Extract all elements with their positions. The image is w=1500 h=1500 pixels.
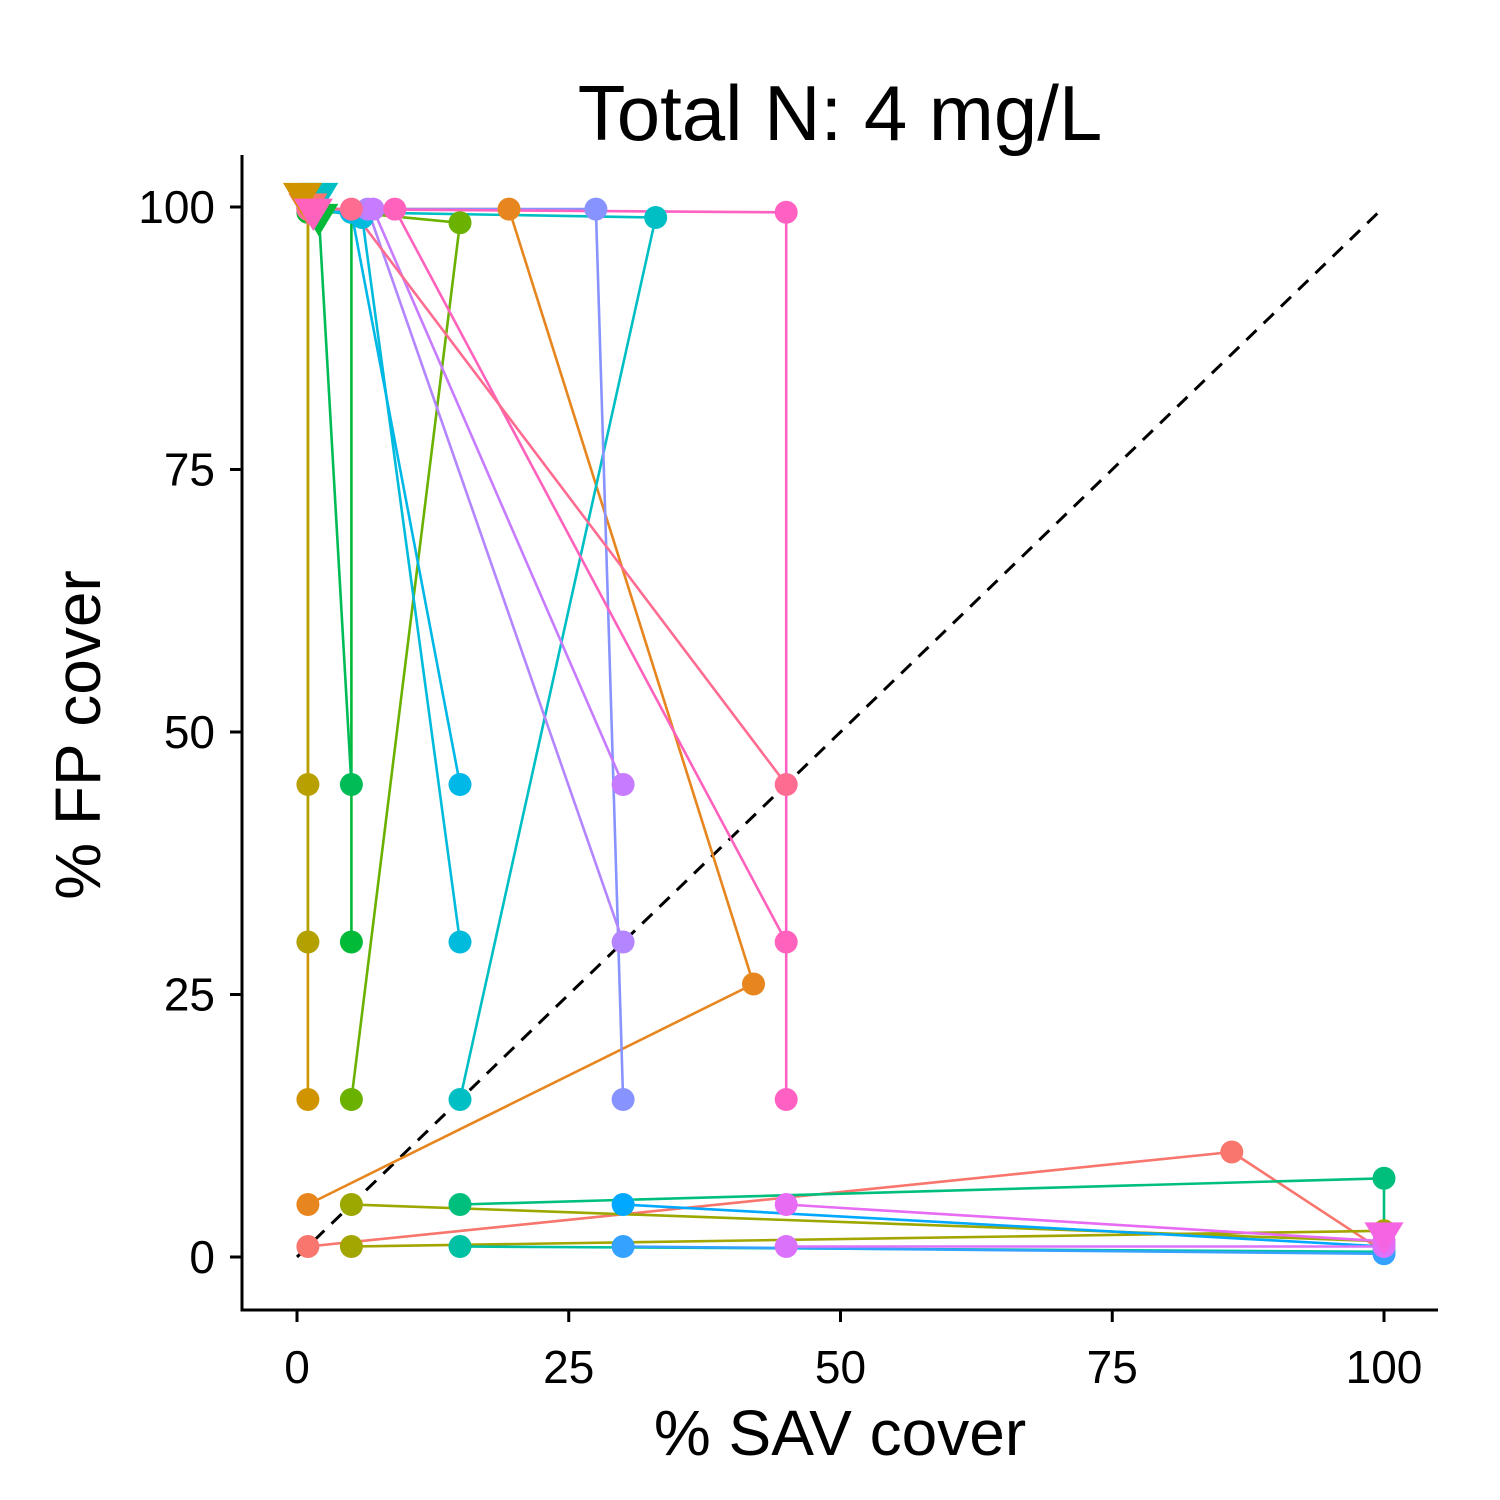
series-23-point-2	[774, 200, 798, 224]
series-7-point-1	[339, 1193, 363, 1216]
series-15-point-1	[448, 773, 472, 796]
y-tick-label: 75	[164, 444, 215, 496]
series-12-point-1	[448, 1235, 472, 1258]
series-24-point-2	[383, 197, 407, 221]
series-line-20	[307, 207, 625, 786]
y-tick-label: 0	[189, 1231, 215, 1283]
series-6-point-1	[339, 1235, 363, 1258]
y-tick-label: 25	[164, 969, 215, 1021]
series-13-point-1	[448, 1088, 472, 1111]
series-line-9	[307, 211, 353, 942]
series-1-point-2	[1220, 1140, 1244, 1164]
y-axis-label: % FP cover	[42, 570, 114, 900]
x-tick-label: 75	[1087, 1341, 1138, 1393]
series-3-point-1	[296, 1088, 320, 1111]
series-11-point-2	[1372, 1166, 1396, 1190]
x-tick-label: 50	[815, 1341, 866, 1393]
x-tick-label: 0	[284, 1341, 310, 1393]
series-20-point-2	[361, 197, 385, 221]
series-21-point-1	[774, 1235, 798, 1258]
y-tick-label: 100	[138, 181, 215, 233]
x-axis-label: % SAV cover	[654, 1397, 1026, 1469]
reference-line	[295, 205, 1386, 1259]
x-tick-label: 100	[1346, 1341, 1423, 1393]
series-line-2	[307, 207, 755, 1206]
series-line-7	[351, 1203, 1385, 1243]
series-line-10	[317, 212, 353, 785]
series-25-point-2	[339, 197, 363, 221]
series-14-point-1	[448, 930, 472, 954]
series-line-8	[307, 211, 462, 1100]
series-line-6	[351, 1229, 1385, 1248]
series-19-point-1	[611, 930, 635, 954]
series-2-point-1	[296, 1193, 320, 1216]
series-20-point-1	[611, 773, 635, 796]
end-marker-1	[1364, 1222, 1404, 1255]
series-8-point-1	[339, 1088, 363, 1111]
series-2-point-3	[497, 197, 521, 221]
series-9-point-1	[339, 930, 363, 954]
series-8-point-2	[448, 211, 472, 235]
series-18-point-1	[611, 1088, 635, 1111]
series-22-point-1	[774, 1193, 798, 1216]
series-line-24	[307, 207, 788, 943]
series-17-point-1	[611, 1235, 635, 1258]
series-5-point-1	[296, 773, 320, 796]
series-line-16	[623, 1203, 1385, 1248]
y-tick-label: 50	[164, 706, 215, 758]
series-2-point-2	[742, 972, 765, 996]
series-4-point-1	[296, 930, 320, 954]
series-13-point-2	[644, 206, 668, 229]
series-line-17	[623, 1245, 1385, 1256]
end-marker-6	[293, 198, 333, 231]
series-25-point-1	[774, 773, 798, 796]
series-10-point-1	[339, 773, 363, 796]
chart-title: Total N: 4 mg/L	[578, 69, 1103, 157]
series-1-point-1	[296, 1235, 320, 1258]
series-line-13	[307, 205, 658, 1100]
series-16-point-1	[611, 1193, 635, 1216]
series-23-point-1	[774, 1088, 798, 1111]
x-tick-label: 25	[543, 1341, 594, 1393]
series-line-15	[307, 207, 462, 785]
series-line-22	[786, 1203, 1385, 1243]
plot-points	[282, 182, 1404, 1266]
series-11-point-1	[448, 1193, 472, 1216]
series-24-point-1	[774, 930, 798, 954]
series-18-point-2	[584, 197, 608, 221]
ticks: 0 25 50 75 100 0 25 50 75 100	[138, 181, 1422, 1393]
